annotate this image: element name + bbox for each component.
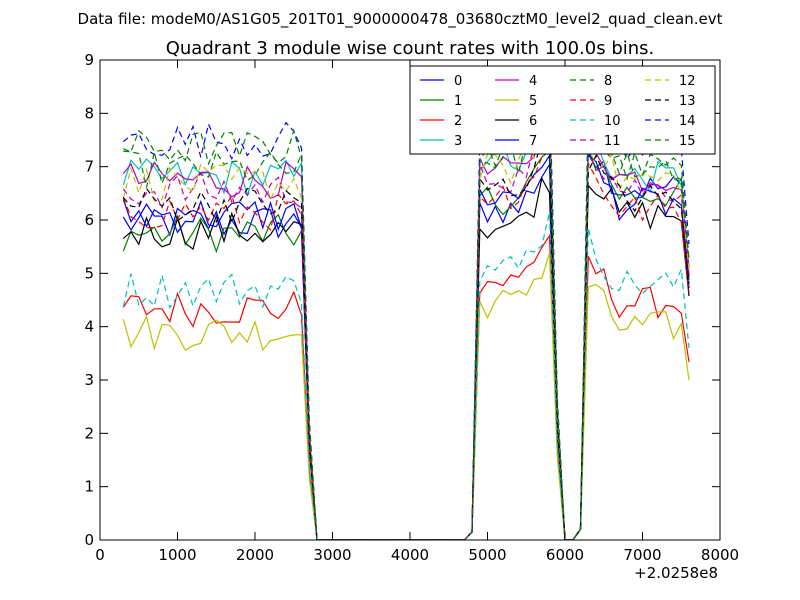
- legend-label-12: 12: [679, 74, 696, 89]
- series-line-13: [122, 138, 690, 540]
- y-tick-label: 4: [84, 318, 94, 336]
- y-tick-label: 2: [84, 424, 94, 442]
- legend-label-13: 13: [679, 94, 696, 109]
- series-line-10: [122, 212, 690, 540]
- legend-label-14: 14: [679, 114, 696, 129]
- legend-label-9: 9: [604, 94, 612, 109]
- legend-label-3: 3: [454, 134, 462, 149]
- y-tick-label: 9: [84, 51, 94, 69]
- x-tick-label: 1000: [158, 546, 196, 564]
- legend-label-6: 6: [529, 114, 537, 129]
- y-tick-label: 0: [84, 531, 94, 549]
- x-tick-label: 3000: [313, 546, 351, 564]
- y-tick-label: 3: [84, 371, 94, 389]
- x-tick-label: 7000: [623, 546, 661, 564]
- legend-label-2: 2: [454, 114, 462, 129]
- y-tick-label: 7: [84, 158, 94, 176]
- series-line-1: [122, 148, 690, 540]
- legend-label-15: 15: [679, 134, 696, 149]
- legend-label-5: 5: [529, 94, 537, 109]
- y-tick-label: 1: [84, 478, 94, 496]
- legend-label-11: 11: [604, 134, 621, 149]
- legend-label-1: 1: [454, 94, 462, 109]
- tick-layer: 0 1000 2000 3000 4000 5000 6000 7000 80000123456…: [84, 51, 739, 564]
- legend-label-8: 8: [604, 74, 612, 89]
- legend-box: [409, 65, 716, 155]
- legend-label-4: 4: [529, 74, 537, 89]
- legend-label-0: 0: [454, 74, 462, 89]
- series-line-2: [122, 233, 690, 540]
- series-line-9: [122, 139, 690, 540]
- y-tick-label: 8: [84, 104, 94, 122]
- chart-title: Quadrant 3 module wise count rates with …: [166, 38, 655, 59]
- x-tick-label: 8000: [701, 546, 739, 564]
- y-tick-label: 5: [84, 264, 94, 282]
- series-line-5: [122, 253, 690, 540]
- legend-label-7: 7: [529, 134, 537, 149]
- x-tick-label: 4000: [391, 546, 429, 564]
- x-tick-label: 2000: [236, 546, 274, 564]
- y-tick-label: 6: [84, 211, 94, 229]
- series-line-15: [123, 105, 690, 540]
- legend-label-10: 10: [604, 114, 621, 129]
- data-file-title: Data file: modeM0/AS1G05_201T01_90000004…: [78, 10, 723, 29]
- series-line-6: [122, 176, 690, 540]
- x-tick-label: 0: [95, 546, 105, 564]
- x-tick-label: 5000: [468, 546, 506, 564]
- x-offset-label: +2.0258e8: [634, 564, 718, 582]
- x-tick-label: 6000: [546, 546, 584, 564]
